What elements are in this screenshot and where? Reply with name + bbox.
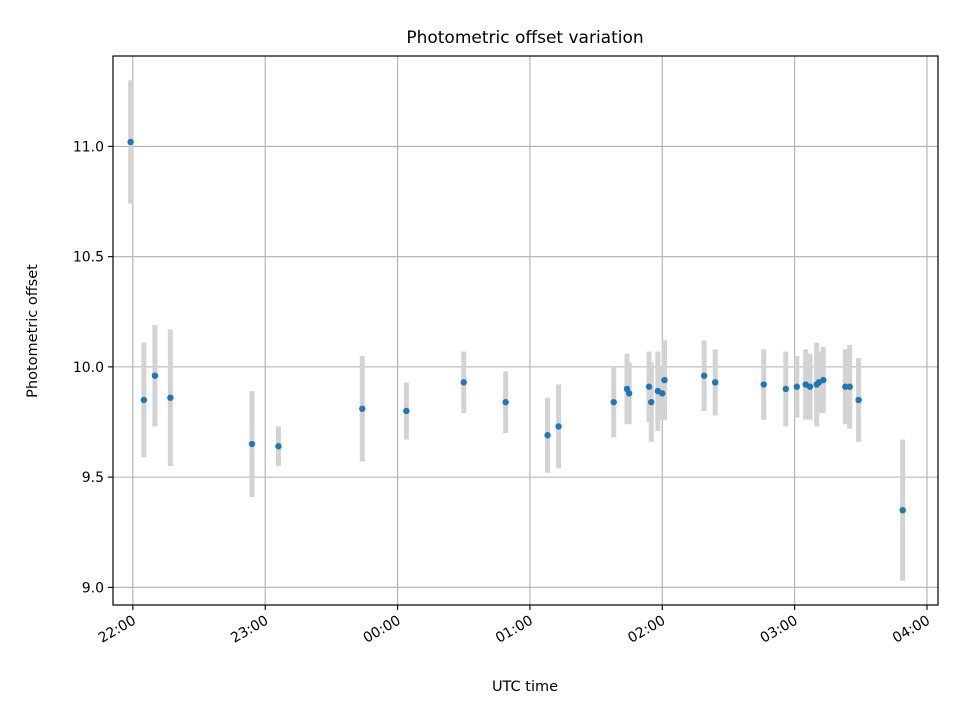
data-point: [645, 383, 653, 390]
data-point: [793, 383, 801, 390]
data-point: [555, 423, 562, 430]
x-axis-label: UTC time: [492, 679, 558, 695]
data-point: [899, 506, 906, 514]
data-point: [648, 398, 655, 406]
plot-frame: [112, 55, 939, 606]
data-point: [782, 385, 789, 393]
data-point: [760, 381, 767, 388]
data-point: [167, 394, 174, 401]
y-axis-label: Photometric offset: [25, 264, 41, 398]
data-point: [359, 405, 366, 412]
data-point: [140, 396, 148, 404]
y-tick-label: 11.0: [73, 139, 104, 155]
data-point: [151, 372, 159, 379]
data-point: [712, 379, 719, 386]
data-point: [403, 407, 410, 415]
data-point: [275, 443, 282, 450]
data-point: [700, 372, 708, 379]
chart-title: Photometric offset variation: [406, 28, 643, 48]
y-tick-label: 9.5: [82, 470, 104, 486]
data-point: [625, 390, 633, 397]
data-point: [820, 376, 827, 384]
data-point: [544, 432, 551, 439]
data-point: [502, 398, 509, 406]
data-points: [127, 138, 906, 514]
data-point: [659, 390, 666, 397]
data-point: [127, 138, 134, 146]
data-point: [846, 383, 853, 390]
data-point: [855, 396, 862, 404]
y-tick-label: 10.0: [73, 360, 104, 376]
data-point: [610, 398, 617, 406]
data-point: [460, 379, 467, 386]
data-point: [842, 383, 849, 390]
y-tick-label: 9.0: [82, 580, 104, 596]
data-point: [806, 383, 814, 390]
data-point: [248, 440, 256, 448]
y-tick-label: 10.5: [73, 250, 104, 266]
data-point: [661, 376, 668, 384]
